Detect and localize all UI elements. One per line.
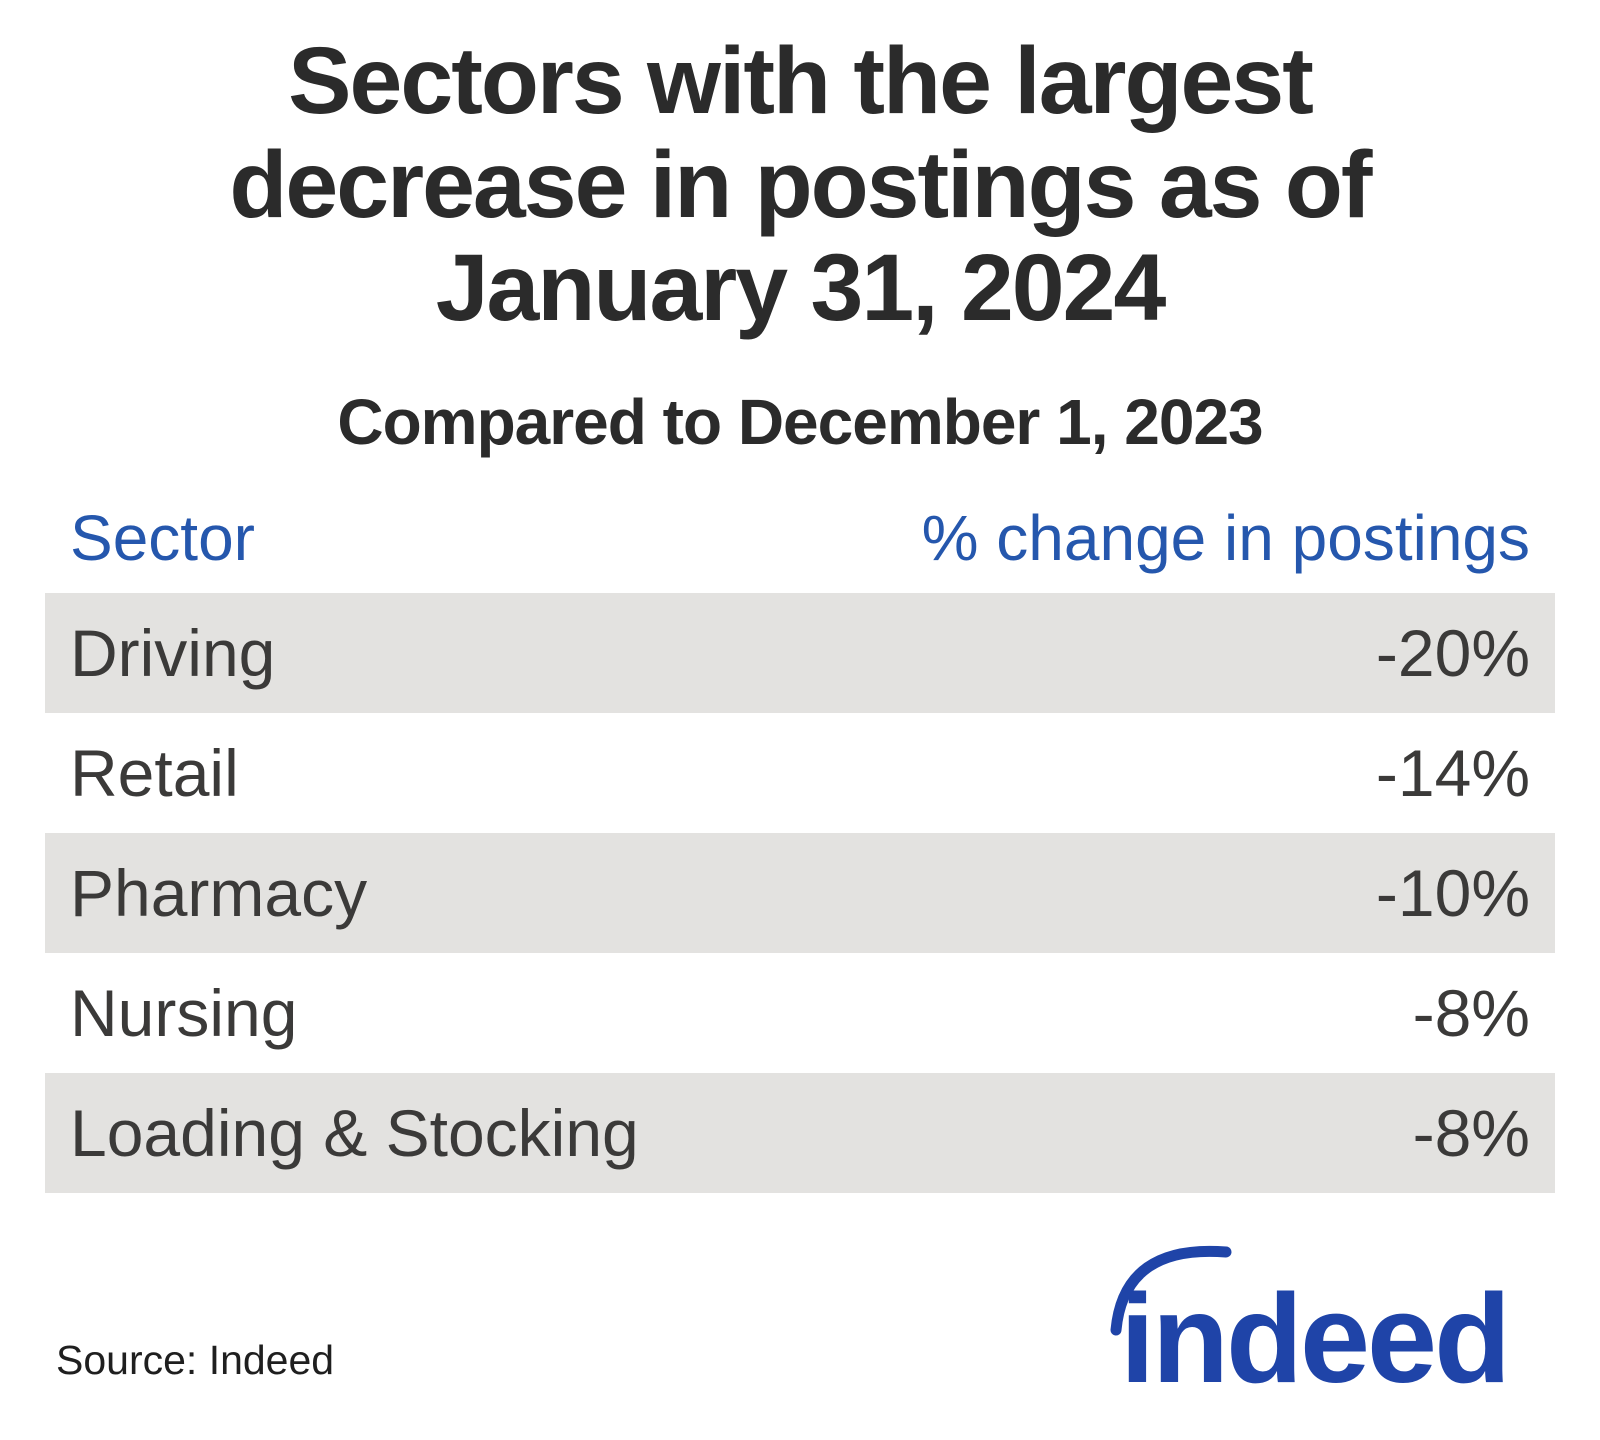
value-cell: -20% (1375, 615, 1530, 690)
chart-title: Sectors with the largest decrease in pos… (229, 28, 1372, 342)
value-cell: -14% (1375, 735, 1530, 810)
indeed-logo-graphic: indeed (1110, 1245, 1511, 1402)
sector-cell: Loading & Stocking (70, 1095, 639, 1170)
logo-swoosh-arc-icon (1110, 1245, 1232, 1336)
indeed-logo-text: indeed (1120, 1268, 1508, 1402)
chart-subtitle: Compared to December 1, 2023 (337, 385, 1263, 458)
table-row: Pharmacy -10% (45, 832, 1555, 953)
table-row: Nursing -8% (45, 952, 1555, 1073)
sector-cell: Nursing (70, 975, 298, 1050)
sector-change-table: Sector % change in postings Driving -20%… (45, 501, 1555, 1193)
table-header-row: Sector % change in postings (45, 501, 1555, 593)
sector-cell: Driving (70, 615, 276, 690)
indeed-logo: indeed (1108, 1242, 1544, 1402)
value-cell: -8% (1412, 975, 1530, 1050)
column-header-change: % change in postings (921, 501, 1530, 574)
table-row: Driving -20% (45, 592, 1555, 713)
table-row: Retail -14% (45, 712, 1555, 833)
table-body: Driving -20% Retail -14% Pharmacy -10% N… (45, 592, 1555, 1193)
sector-cell: Pharmacy (70, 855, 368, 930)
sector-cell: Retail (70, 735, 239, 810)
column-header-sector: Sector (70, 501, 255, 574)
value-cell: -8% (1412, 1095, 1530, 1170)
table-row: Loading & Stocking -8% (45, 1072, 1555, 1193)
value-cell: -10% (1375, 855, 1530, 930)
source-attribution: Source: Indeed (56, 1337, 335, 1383)
